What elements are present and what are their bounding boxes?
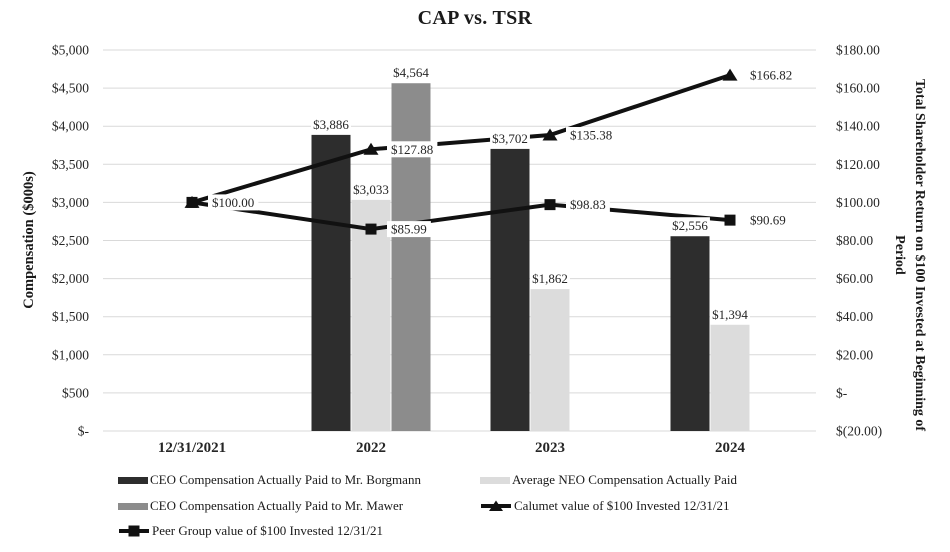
left-axis-tick-label: $3,500: [52, 157, 89, 172]
data-label-bg: [710, 305, 750, 321]
data-label-bg: [566, 127, 617, 144]
data-label-bg: [490, 129, 530, 145]
line-data-label: $166.82: [750, 68, 792, 83]
data-label-bg: [670, 217, 710, 233]
right-axis-tick-label: $120.00: [836, 157, 880, 172]
x-axis-category-label: 2024: [715, 440, 746, 456]
line-data-label: $135.38: [570, 128, 612, 143]
data-label-bg: [746, 212, 790, 229]
left-axis-tick-label: $4,000: [52, 119, 89, 134]
x-axis-category-label: 2023: [535, 440, 565, 456]
left-axis-tick-label: $3,000: [52, 195, 89, 210]
bar-data-label: $1,394: [712, 307, 748, 322]
data-label-bg: [566, 196, 610, 213]
right-axis-tick-label: $40.00: [836, 309, 873, 324]
bar: [670, 236, 710, 431]
line-data-label: $85.99: [391, 222, 427, 237]
left-axis-tick-label: $-: [78, 424, 90, 439]
left-axis-title: Compensation ($000s): [21, 171, 37, 309]
bar-data-label: $3,033: [353, 182, 389, 197]
right-axis-tick-label: $80.00: [836, 233, 873, 248]
data-label-bg: [208, 194, 259, 211]
data-label-bg: [387, 221, 431, 238]
data-label-bg: [311, 115, 351, 131]
right-axis-tick-label: $60.00: [836, 271, 873, 286]
square-marker-icon: [365, 223, 377, 235]
right-axis-title-line1: Total Shareholder Return on $100 Investe…: [912, 78, 927, 432]
triangle-marker-icon: [722, 68, 738, 81]
x-axis-category-label: 12/31/2021: [158, 440, 226, 456]
line-data-label: $127.88: [391, 142, 433, 157]
left-axis-tick-label: $2,000: [52, 271, 89, 286]
data-label-bg: [391, 64, 431, 80]
right-axis-title-line2: Period: [892, 235, 907, 275]
trend-line: [191, 200, 731, 232]
line-data-label: $98.83: [570, 197, 606, 212]
x-axis-category-label: 2022: [356, 440, 386, 456]
data-label-bg: [351, 180, 391, 196]
left-axis-tick-label: $500: [62, 385, 89, 400]
square-marker-icon: [724, 214, 736, 226]
data-label-bg: [746, 67, 797, 84]
line-data-label: $90.69: [750, 213, 786, 228]
bar-data-label: $3,702: [492, 131, 528, 146]
bar-data-label: $2,556: [672, 218, 708, 233]
right-axis-tick-label: $(20.00): [836, 424, 882, 439]
bar: [530, 289, 570, 431]
bar: [391, 83, 431, 431]
chart-title: CAP vs. TSR: [417, 7, 533, 29]
bar: [311, 134, 351, 432]
data-label-bg: [387, 141, 438, 158]
bar: [710, 324, 750, 431]
bar-data-label: $1,862: [532, 271, 568, 286]
triangle-marker-icon: [542, 128, 558, 141]
right-axis-tick-label: $180.00: [836, 43, 880, 58]
left-axis-tick-label: $5,000: [52, 43, 89, 58]
right-axis-tick-label: $100.00: [836, 195, 880, 210]
bar-data-label: $4,564: [393, 65, 429, 80]
bar: [490, 148, 530, 431]
line-data-label: $100.00: [212, 195, 254, 210]
bar: [351, 199, 391, 431]
left-axis-tick-label: $4,500: [52, 81, 89, 96]
right-axis-tick-label: $140.00: [836, 119, 880, 134]
right-axis-tick-label: $20.00: [836, 347, 873, 362]
square-marker-icon: [186, 196, 198, 208]
triangle-marker-icon: [363, 142, 379, 155]
right-axis-tick-label: $160.00: [836, 81, 880, 96]
trend-line: [191, 73, 731, 205]
square-marker-icon: [544, 199, 556, 211]
left-axis-tick-label: $1,500: [52, 309, 89, 324]
right-axis-title: Total Shareholder Return on $100 Investe…: [889, 35, 929, 475]
data-label-bg: [530, 270, 570, 286]
left-axis-tick-label: $1,000: [52, 347, 89, 362]
left-axis-tick-label: $2,500: [52, 233, 89, 248]
right-axis-tick-label: $-: [836, 385, 848, 400]
bar-data-label: $3,886: [313, 117, 349, 132]
